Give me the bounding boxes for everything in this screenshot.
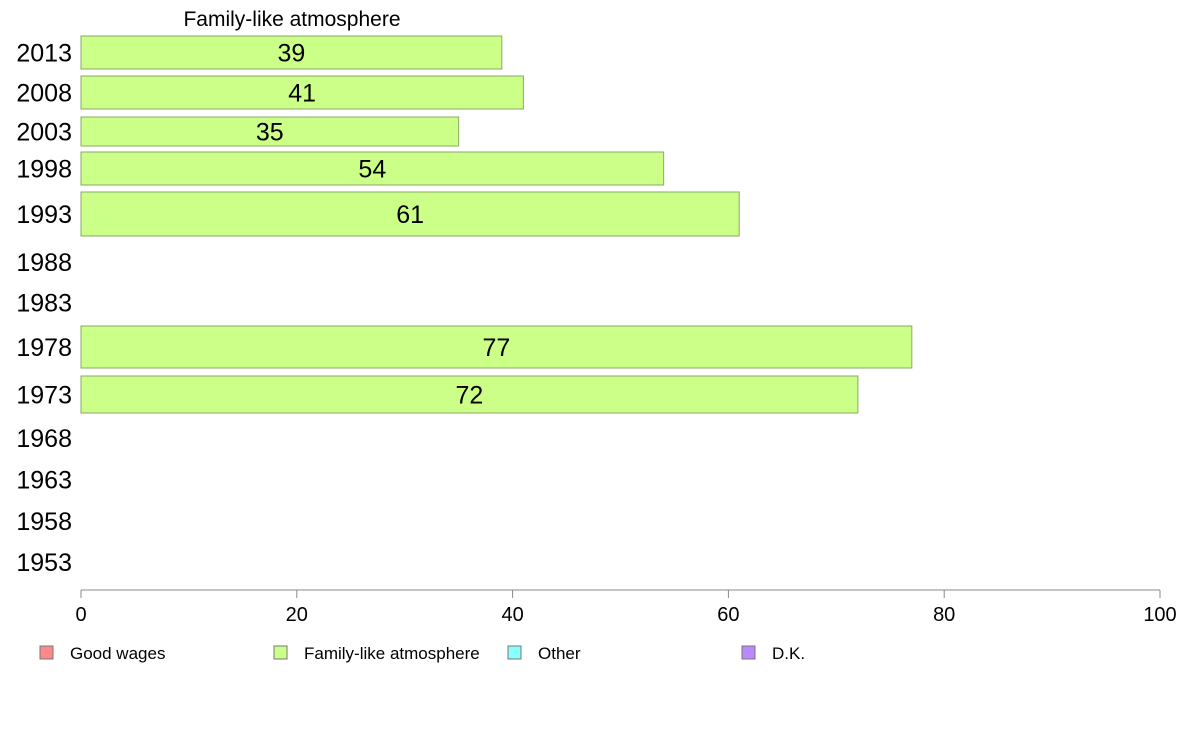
year-label: 2008 — [16, 80, 72, 108]
series-title: Family-like atmosphere — [183, 8, 400, 31]
year-label: 1978 — [16, 334, 72, 362]
bar-value-label: 35 — [256, 119, 284, 147]
legend-label: Other — [538, 644, 581, 663]
bar — [80, 325, 913, 369]
year-label: 2003 — [16, 119, 72, 147]
year-label: 1973 — [16, 382, 72, 410]
year-label: 1998 — [16, 156, 72, 184]
legend-swatch — [741, 645, 756, 660]
x-tick-label: 40 — [501, 604, 523, 626]
year-label: 1953 — [16, 549, 72, 577]
bar-value-label: 72 — [456, 382, 484, 410]
bar-value-label: 41 — [288, 80, 316, 108]
year-label: 1968 — [16, 425, 72, 453]
legend-label: Good wages — [70, 644, 165, 663]
legend: Good wages Family-like atmosphere Other D.K… — [39, 644, 805, 663]
x-axis: 0 20 40 60 80 100 — [75, 589, 1177, 626]
bar — [80, 116, 460, 147]
bar — [80, 375, 859, 414]
legend-label: Family-like atmosphere — [304, 644, 480, 663]
year-label: 1963 — [16, 467, 72, 495]
bar-value-label: 54 — [358, 156, 386, 184]
bar-value-label: 77 — [483, 334, 511, 362]
chart-rows: 2013 39 2008 41 2003 35 1998 54 1993 61 1988 1983 19… — [16, 35, 913, 577]
year-label: 1958 — [16, 508, 72, 536]
bar — [80, 35, 503, 70]
x-tick-label: 60 — [717, 604, 739, 626]
bar — [80, 191, 740, 237]
year-label: 2013 — [16, 40, 72, 68]
bar — [80, 75, 524, 110]
legend-swatch — [273, 645, 288, 660]
legend-swatch — [39, 645, 54, 660]
x-tick-label: 0 — [75, 604, 86, 626]
bar-value-label: 61 — [396, 201, 424, 229]
year-label: 1993 — [16, 201, 72, 229]
bar-value-label: 39 — [277, 40, 305, 68]
bar — [80, 151, 665, 186]
legend-label: D.K. — [772, 644, 805, 663]
x-tick-label: 80 — [933, 604, 955, 626]
year-label: 1988 — [16, 249, 72, 277]
year-label: 1983 — [16, 290, 72, 318]
x-tick-label: 100 — [1143, 604, 1176, 626]
legend-swatch — [507, 645, 522, 660]
x-tick-label: 20 — [286, 604, 308, 626]
